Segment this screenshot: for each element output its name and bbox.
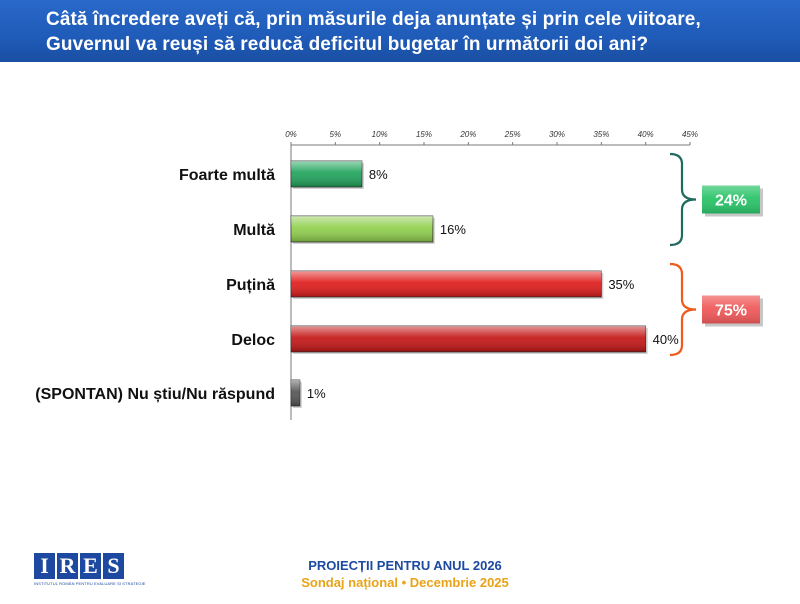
value-label: 1% bbox=[307, 386, 326, 401]
footer-caption: PROIECȚII PENTRU ANUL 2026 Sondaj națion… bbox=[280, 558, 530, 590]
x-tick-label: 25% bbox=[504, 130, 521, 139]
bar-highlight bbox=[291, 380, 300, 406]
x-tick-label: 20% bbox=[459, 130, 476, 139]
logo-letter: R bbox=[57, 553, 78, 579]
value-label: 40% bbox=[653, 332, 679, 347]
question-line-2: Guvernul va reuși să reducă deficitul bu… bbox=[46, 34, 649, 55]
group-badge-label: 24% bbox=[715, 193, 747, 210]
bar-highlight bbox=[291, 271, 602, 297]
group-bracket bbox=[669, 262, 697, 357]
logo-letter: E bbox=[80, 553, 101, 579]
x-tick-label: 5% bbox=[330, 130, 342, 139]
header-banner: Câtă încredere aveți că, prin măsurile d… bbox=[0, 0, 800, 62]
x-tick-label: 30% bbox=[549, 130, 565, 139]
footer-title: PROIECȚII PENTRU ANUL 2026 bbox=[308, 558, 502, 573]
x-tick-label: 35% bbox=[593, 130, 609, 139]
category-label: Multă bbox=[233, 222, 275, 239]
value-label: 8% bbox=[369, 167, 388, 182]
x-tick-label: 10% bbox=[372, 130, 388, 139]
logo-subtitle: INSTITUTUL ROMÂN PENTRU EVALUARE ȘI STRA… bbox=[34, 581, 146, 586]
logo-letter: I bbox=[34, 553, 55, 579]
value-label: 16% bbox=[440, 222, 466, 237]
x-tick-label: 0% bbox=[285, 130, 297, 139]
x-tick-label: 15% bbox=[416, 130, 432, 139]
bar-highlight bbox=[291, 326, 646, 352]
x-tick-label: 45% bbox=[682, 130, 698, 139]
x-tick-label: 40% bbox=[638, 130, 654, 139]
footer-subtitle: Sondaj național • Decembrie 2025 bbox=[301, 575, 509, 590]
logo-letter: S bbox=[103, 553, 124, 579]
group-bracket bbox=[669, 152, 697, 247]
category-label: Puțină bbox=[226, 277, 275, 294]
group-badge-highlight bbox=[702, 295, 760, 324]
category-label: Foarte multă bbox=[179, 167, 275, 184]
group-badge-label: 75% bbox=[715, 303, 747, 320]
group-badge-highlight bbox=[702, 185, 760, 214]
category-label: (SPONTAN) Nu știu/Nu răspund bbox=[35, 386, 275, 403]
bar-highlight bbox=[291, 161, 362, 187]
question-line-1: Câtă încredere aveți că, prin măsurile d… bbox=[46, 9, 701, 30]
bar-highlight bbox=[291, 216, 433, 242]
value-label: 35% bbox=[608, 277, 634, 292]
category-label: Deloc bbox=[231, 332, 275, 349]
